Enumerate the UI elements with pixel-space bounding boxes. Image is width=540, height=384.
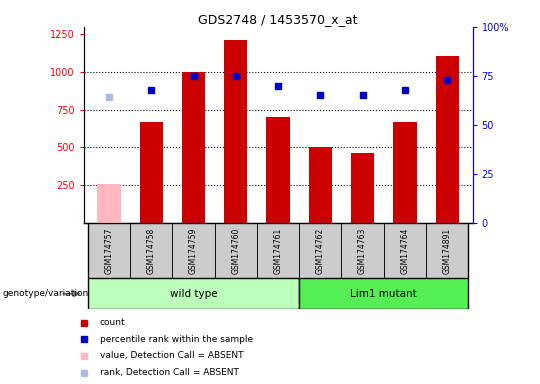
Text: genotype/variation: genotype/variation <box>3 289 89 298</box>
Bar <box>88 278 299 309</box>
Text: percentile rank within the sample: percentile rank within the sample <box>100 334 253 344</box>
Bar <box>97 184 120 223</box>
Text: GSM174757: GSM174757 <box>105 227 113 274</box>
Bar <box>140 122 163 223</box>
Bar <box>299 223 341 278</box>
Bar <box>309 147 332 223</box>
Text: GSM174891: GSM174891 <box>443 227 451 274</box>
Bar <box>224 40 247 223</box>
Bar <box>182 72 205 223</box>
Bar <box>384 223 426 278</box>
Text: wild type: wild type <box>170 289 218 299</box>
Bar <box>393 122 416 223</box>
Bar <box>436 56 459 223</box>
Bar <box>88 223 130 278</box>
Bar <box>257 223 299 278</box>
Bar <box>130 223 172 278</box>
Bar <box>215 223 257 278</box>
Text: Lim1 mutant: Lim1 mutant <box>350 289 417 299</box>
Bar <box>341 223 384 278</box>
Text: GSM174762: GSM174762 <box>316 227 325 274</box>
Bar <box>266 117 290 223</box>
Text: GSM174759: GSM174759 <box>189 227 198 274</box>
Bar <box>172 223 215 278</box>
Title: GDS2748 / 1453570_x_at: GDS2748 / 1453570_x_at <box>198 13 358 26</box>
Text: GSM174761: GSM174761 <box>274 227 282 274</box>
Text: GSM174758: GSM174758 <box>147 227 156 274</box>
Text: GSM174764: GSM174764 <box>400 227 409 274</box>
Text: value, Detection Call = ABSENT: value, Detection Call = ABSENT <box>100 351 244 360</box>
Bar <box>426 223 468 278</box>
Text: GSM174760: GSM174760 <box>231 227 240 274</box>
Text: count: count <box>100 318 125 327</box>
Text: GSM174763: GSM174763 <box>358 227 367 274</box>
Bar <box>299 278 468 309</box>
Text: rank, Detection Call = ABSENT: rank, Detection Call = ABSENT <box>100 368 239 377</box>
Bar <box>351 154 374 223</box>
